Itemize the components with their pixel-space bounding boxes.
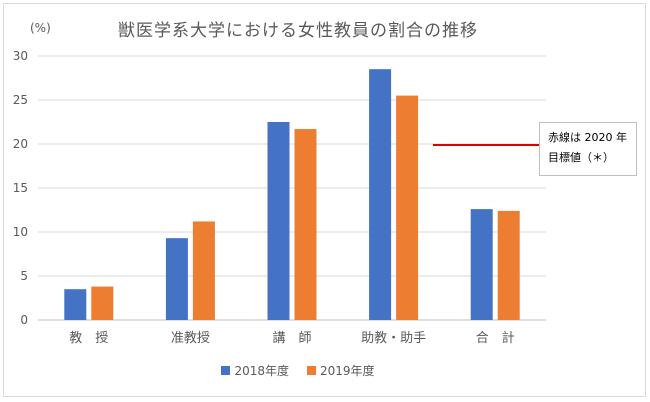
chart-frame bbox=[3, 3, 646, 397]
chart-legend: 2018年度 2019年度 bbox=[0, 362, 596, 379]
annotation-line-2: 目標値（＊） bbox=[548, 151, 614, 164]
bar-2018-4 bbox=[470, 209, 493, 320]
legend-item-2019: 2019年度 bbox=[307, 362, 375, 379]
bar-2018-2 bbox=[267, 122, 290, 320]
annotation-line-1: 赤線は 2020 年 bbox=[548, 131, 627, 144]
bar-2019-3 bbox=[396, 95, 419, 320]
legend-item-2018: 2018年度 bbox=[221, 362, 289, 379]
target-reference-line bbox=[433, 144, 539, 146]
bar-2018-1 bbox=[165, 238, 188, 320]
legend-label-2019: 2019年度 bbox=[320, 364, 375, 378]
x-tick-label: 教 授 bbox=[69, 330, 108, 346]
chart-title: 獣医学系大学における女性教員の割合の推移 bbox=[118, 21, 478, 41]
x-tick-label: 准教授 bbox=[171, 330, 210, 346]
y-tick-label: 10 bbox=[13, 225, 28, 239]
y-axis-unit: (%) bbox=[30, 21, 51, 35]
y-tick-label: 15 bbox=[13, 181, 28, 195]
legend-label-2018: 2018年度 bbox=[234, 364, 289, 378]
x-tick-label: 講 師 bbox=[272, 330, 311, 346]
annotation-box: 赤線は 2020 年 目標値（＊） bbox=[539, 122, 637, 176]
x-tick-label: 助教・助手 bbox=[361, 330, 426, 346]
y-tick-label: 0 bbox=[20, 313, 28, 327]
bar-2018-0 bbox=[64, 289, 87, 320]
x-tick-label: 合 計 bbox=[476, 330, 515, 346]
y-tick-label: 30 bbox=[13, 49, 28, 63]
bar-2019-0 bbox=[91, 286, 114, 320]
y-tick-label: 5 bbox=[20, 269, 28, 283]
bar-2018-3 bbox=[369, 69, 392, 320]
legend-swatch-2019 bbox=[307, 366, 316, 375]
y-tick-label: 20 bbox=[13, 137, 28, 151]
bar-2019-2 bbox=[294, 129, 317, 320]
bar-2019-4 bbox=[497, 210, 520, 320]
legend-swatch-2018 bbox=[221, 366, 231, 375]
y-tick-label: 25 bbox=[13, 93, 28, 107]
bar-2019-1 bbox=[192, 221, 215, 320]
